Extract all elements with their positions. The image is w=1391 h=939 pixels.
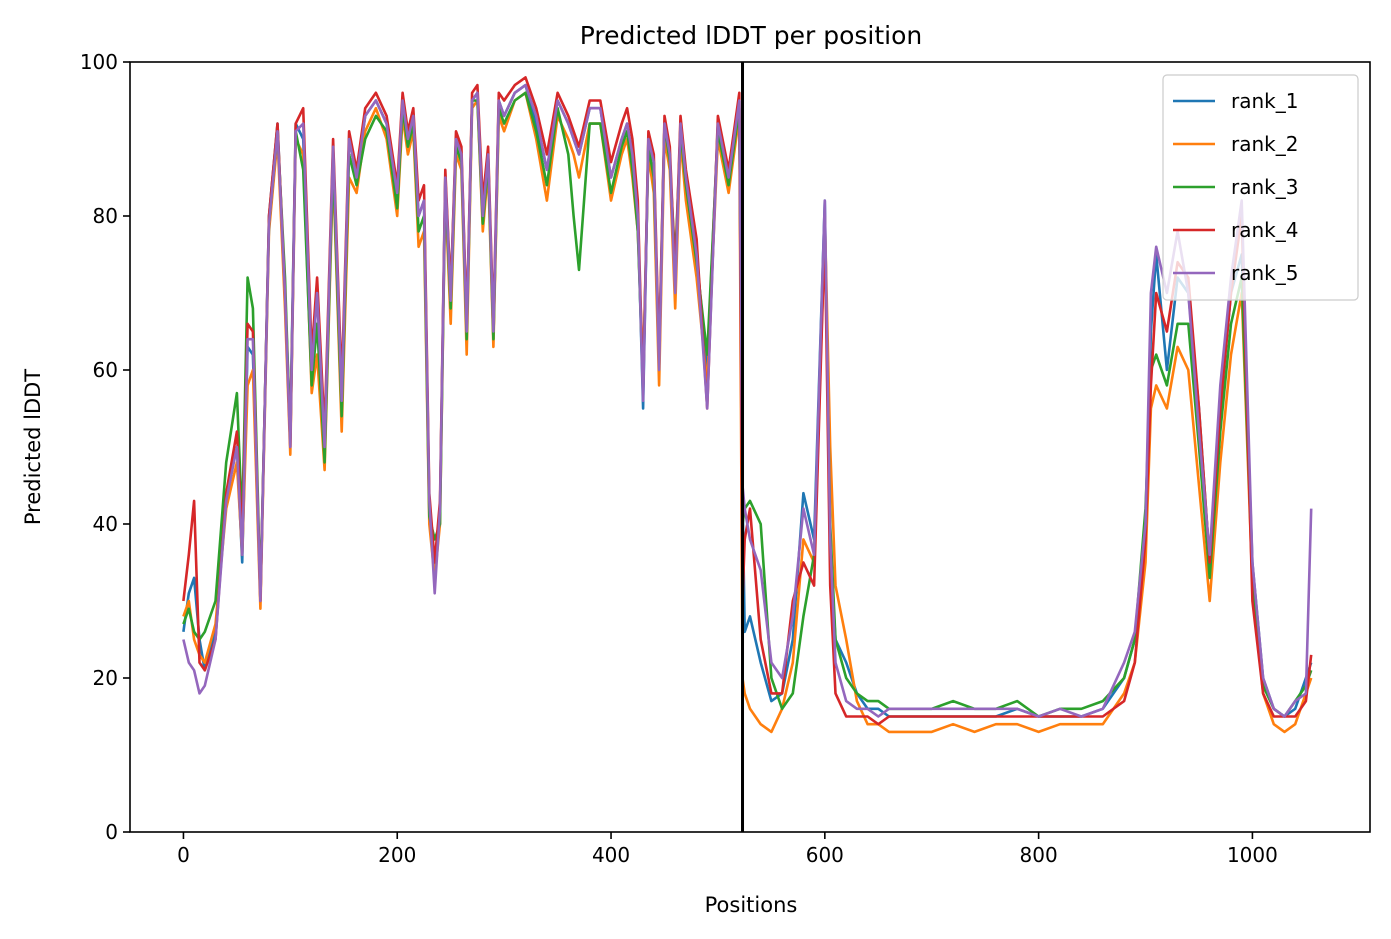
series-line-rank_5 [182,83,1313,718]
x-tick-label: 0 [177,843,190,867]
y-tick-label: 40 [93,512,118,536]
y-tick-label: 20 [93,666,118,690]
x-tick-label: 1000 [1227,843,1278,867]
plot-area [182,62,1313,832]
y-axis-title: Predicted lDDT [21,369,45,525]
axes-frame [129,61,1371,833]
x-tick-label: 800 [1020,843,1058,867]
legend-label-rank_3: rank_3 [1231,175,1298,199]
legend-label-rank_5: rank_5 [1231,261,1298,285]
y-tick-label: 80 [93,204,118,228]
chart-title: Predicted lDDT per position [580,21,922,50]
axes: 0 200 400 600 800 1000 0 20 40 60 80 100 [80,50,1371,867]
x-tick-label: 400 [592,843,630,867]
y-tick-label: 60 [93,358,118,382]
x-tick-label: 600 [806,843,844,867]
x-axis-title: Positions [705,893,798,917]
legend: rank_1 rank_2 rank_3 rank_4 rank_5 [1162,74,1359,301]
legend-label-rank_2: rank_2 [1231,132,1298,156]
x-tick-label: 200 [378,843,416,867]
series-lines [182,76,1313,734]
legend-box [1162,74,1359,301]
y-tick-label: 0 [105,820,118,844]
legend-label-rank_1: rank_1 [1231,89,1298,113]
legend-label-rank_4: rank_4 [1231,218,1298,242]
y-tick-label: 100 [80,50,118,74]
